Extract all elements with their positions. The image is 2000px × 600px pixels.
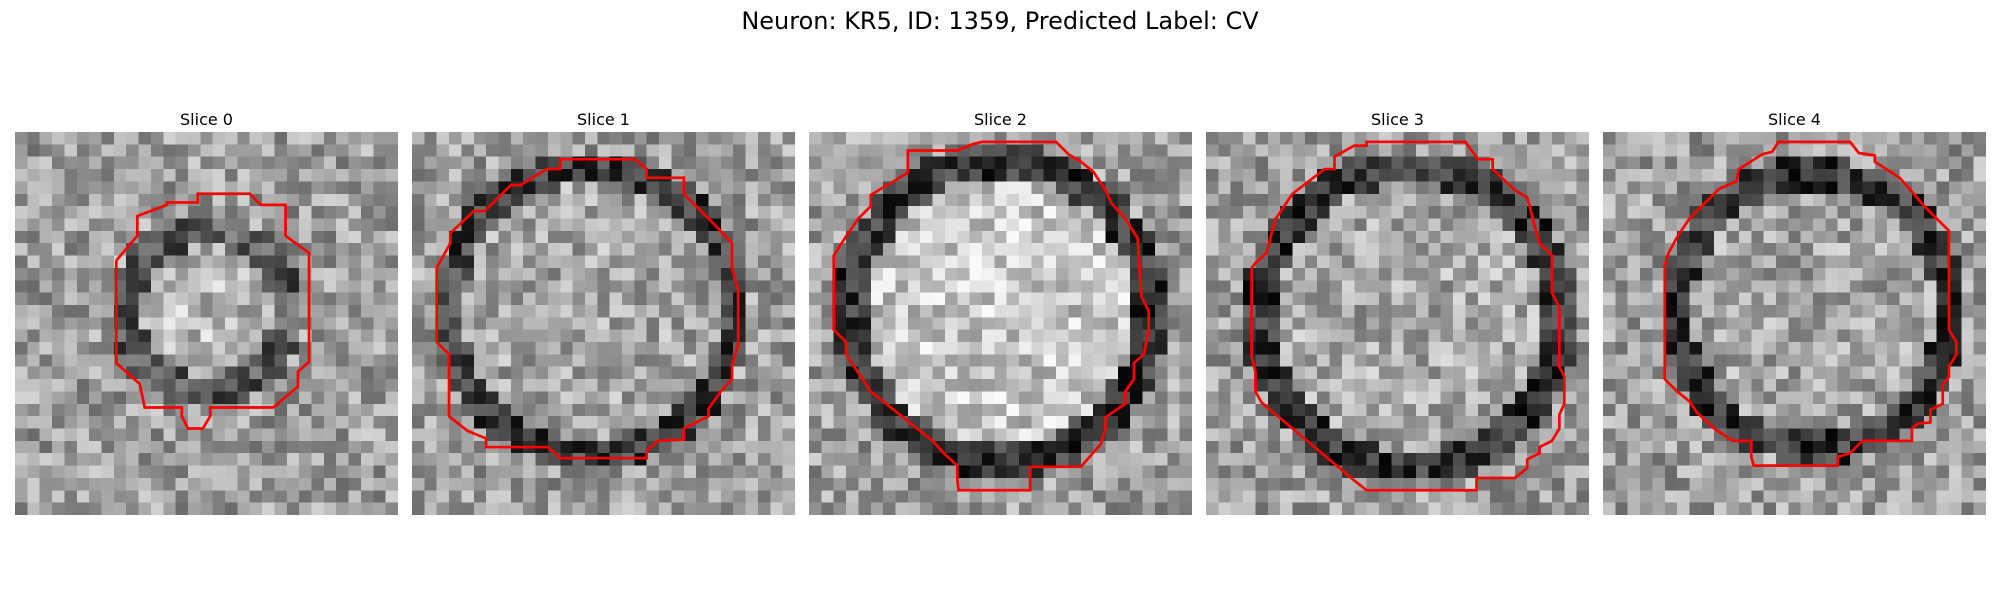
slice-image bbox=[1206, 132, 1589, 515]
slice-panel-3: Slice 3 bbox=[1206, 108, 1589, 515]
slice-title: Slice 3 bbox=[1371, 110, 1424, 129]
pixel-grid bbox=[1603, 132, 1986, 515]
figure-title: Neuron: KR5, ID: 1359, Predicted Label: … bbox=[741, 7, 1259, 35]
pixel-grid bbox=[1206, 132, 1589, 515]
cell-contour bbox=[114, 192, 311, 430]
slice-panel-4: Slice 4 bbox=[1603, 108, 1986, 515]
slice-title: Slice 1 bbox=[577, 110, 630, 129]
slice-image bbox=[15, 132, 398, 515]
pixel-grid bbox=[809, 132, 1192, 515]
slice-title: Slice 0 bbox=[180, 110, 233, 129]
cell-contour bbox=[832, 140, 1151, 492]
pixel-grid bbox=[15, 132, 398, 515]
slice-panel-2: Slice 2 bbox=[809, 108, 1192, 515]
pixel-grid bbox=[412, 132, 795, 515]
slice-title: Slice 4 bbox=[1768, 110, 1821, 129]
slice-image bbox=[809, 132, 1192, 515]
slice-panel-0: Slice 0 bbox=[15, 108, 398, 515]
slice-image bbox=[1603, 132, 1986, 515]
slice-panel-1: Slice 1 bbox=[412, 108, 795, 515]
slice-title: Slice 2 bbox=[974, 110, 1027, 129]
cell-contour bbox=[1250, 140, 1566, 492]
slice-image bbox=[412, 132, 795, 515]
cell-contour bbox=[435, 157, 740, 460]
cell-contour bbox=[1663, 140, 1958, 467]
